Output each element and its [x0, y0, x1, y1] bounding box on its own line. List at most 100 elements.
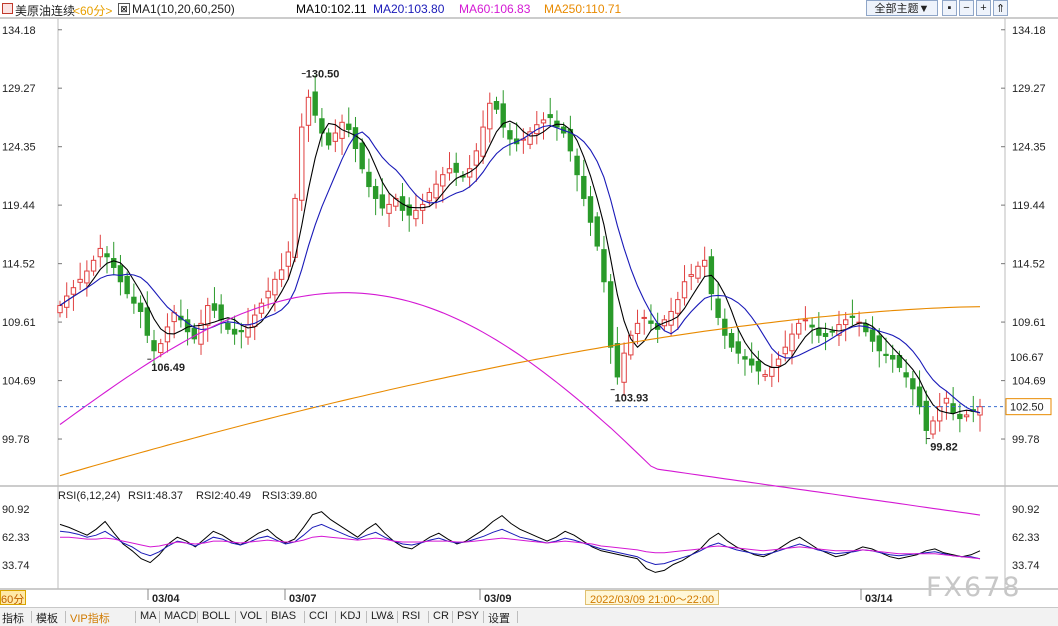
tab-2[interactable]: VIP指标	[70, 613, 110, 625]
scroll-up-icon[interactable]: ⇑	[993, 0, 1008, 16]
candle-body	[184, 319, 191, 333]
candle-body	[487, 102, 493, 130]
candle-body	[124, 275, 130, 295]
candle-body	[648, 320, 654, 324]
candle-body	[863, 323, 869, 333]
candle-body	[372, 186, 379, 199]
candle-body	[117, 265, 124, 283]
tab-0[interactable]: 指标	[2, 613, 24, 625]
symbol-name[interactable]: 美原油连续	[15, 4, 76, 18]
price-axis-label-left: 114.52	[2, 259, 35, 271]
tab-13[interactable]: PSY	[457, 610, 480, 622]
price-axis-label-left: 129.27	[2, 83, 36, 95]
candle-body	[433, 183, 439, 199]
tab-5[interactable]: BOLL	[202, 610, 231, 622]
crosshair-time-box: 2022/03/09 21:00～22:00	[585, 590, 720, 606]
ma250-line	[59, 306, 981, 477]
extreme-label: 130.50	[306, 69, 340, 81]
price-axis-label-right: 114.52	[1012, 259, 1045, 271]
candle-body	[943, 397, 950, 404]
candle-body	[789, 333, 795, 352]
candle-body	[90, 259, 97, 272]
candle-body	[500, 103, 506, 128]
tab-1[interactable]: 模板	[36, 613, 58, 625]
candle-body	[675, 299, 681, 314]
chart-type-icon[interactable]: ▪	[942, 0, 957, 16]
candle-body	[319, 118, 325, 134]
tab-10[interactable]: LW&	[371, 610, 395, 622]
candle-body	[950, 403, 956, 414]
candle-body	[937, 406, 943, 422]
candle-body	[527, 131, 533, 145]
tab-14[interactable]: 设置	[488, 613, 510, 625]
tab-separator	[135, 611, 136, 623]
ma60-value: MA60:106.83	[459, 2, 531, 16]
candle-body	[97, 247, 103, 258]
candle-body	[285, 251, 292, 267]
candle-body	[722, 318, 728, 336]
price-axis-label-right: 134.18	[1012, 25, 1046, 37]
zoom-in-icon[interactable]: +	[976, 0, 991, 16]
candle-body	[211, 303, 218, 311]
candle-body	[57, 305, 63, 314]
tab-8[interactable]: CCI	[309, 610, 328, 622]
all-themes-dropdown[interactable]: 全部主题▼	[866, 0, 938, 16]
chart-svg[interactable]: 134.18 134.18 129.27 129.27 124.35 124.35 119.…	[0, 0, 1058, 607]
candle-body	[762, 374, 768, 377]
rsi-title: RSI(6,12,24)	[58, 490, 120, 502]
period-badge-label: 60分	[1, 594, 25, 606]
candle-body	[379, 194, 386, 209]
candle-body	[507, 130, 513, 140]
tab-11[interactable]: RSI	[402, 610, 421, 622]
candle-body	[601, 249, 607, 283]
candle-body	[406, 204, 412, 216]
candle-body	[607, 281, 614, 348]
tab-separator	[266, 611, 267, 623]
ma-settings-icon[interactable]: ⊠	[118, 3, 130, 15]
chart-header: 美原油连续 <60分> ⊠ MA1(10,20,60,250) MA10:102…	[0, 0, 1058, 18]
candle-body	[231, 328, 238, 335]
tab-separator	[304, 611, 305, 623]
candle-body	[896, 355, 903, 368]
price-axis-label-left: 119.44	[2, 200, 35, 212]
price-axis-label-right: 119.44	[1012, 200, 1045, 212]
price-axis-label-left: 109.61	[2, 317, 36, 329]
ma20-line	[59, 124, 981, 414]
chart-icon	[2, 3, 13, 14]
candle-body	[332, 132, 339, 142]
candle-body	[735, 341, 741, 354]
period-label[interactable]: <60分>	[73, 4, 113, 18]
candle-body	[574, 155, 580, 176]
tab-separator	[517, 611, 518, 623]
tab-6[interactable]: VOL	[240, 610, 263, 622]
price-axis-label-right: 109.61	[1012, 317, 1046, 329]
ma-indicator-name[interactable]: MA1(10,20,60,250)	[132, 2, 235, 16]
candle-body	[278, 269, 285, 280]
candle-body	[728, 332, 735, 348]
tab-7[interactable]: BIAS	[271, 610, 297, 622]
ma10-line	[59, 120, 981, 415]
candle-body	[809, 324, 815, 328]
candle-body	[164, 326, 171, 343]
fx678-watermark: FX678	[926, 572, 1022, 603]
tab-separator	[483, 611, 484, 623]
candle-body	[205, 305, 211, 326]
date-label: 03/14	[865, 593, 893, 605]
price-axis-label-left: 124.35	[2, 142, 36, 154]
rsi3-value: RSI3:39.80	[262, 490, 317, 502]
zoom-out-icon[interactable]: −	[959, 0, 974, 16]
candle-body	[842, 319, 849, 326]
period-badge[interactable]: 60分▲	[0, 590, 26, 619]
candle-body	[910, 378, 916, 390]
candle-body	[903, 372, 909, 378]
tab-9[interactable]: KDJ	[340, 610, 361, 622]
ma10-value: MA10:102.11	[296, 2, 367, 16]
ma20-value: MA20:103.80	[373, 2, 445, 16]
tab-3[interactable]: MA	[140, 610, 157, 622]
tab-12[interactable]: CR	[433, 610, 449, 622]
candle-body	[473, 150, 480, 166]
candle-body	[614, 343, 621, 378]
rsi2-value: RSI2:40.49	[196, 490, 251, 502]
tab-4[interactable]: MACD	[164, 610, 197, 622]
candle-body	[359, 142, 365, 170]
